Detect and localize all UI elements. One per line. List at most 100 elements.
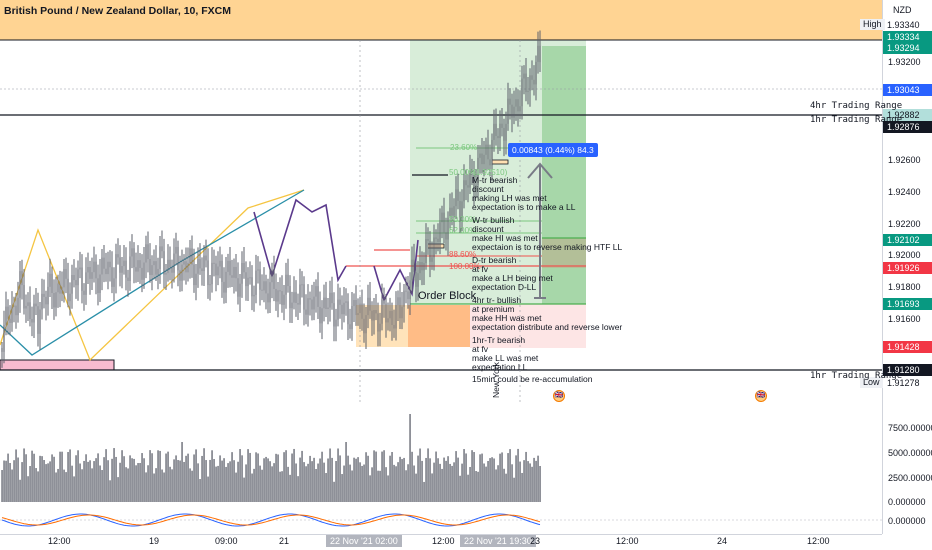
fib-label-100[interactable]: 100.00% xyxy=(449,262,481,271)
annotation-15min[interactable]: 15min could be re-accumulation xyxy=(472,374,593,384)
measure-badge[interactable]: 0.00843 (0.44%) 84.3 xyxy=(508,143,598,157)
volume-bar xyxy=(491,457,493,502)
long-position-zone xyxy=(410,40,586,304)
volume-bar xyxy=(117,477,119,502)
volume-bar xyxy=(177,460,179,502)
candle-body xyxy=(463,180,465,202)
volume-bar xyxy=(211,450,213,502)
volume-bar xyxy=(437,458,439,502)
candle-body xyxy=(143,262,145,280)
candle-body xyxy=(169,259,171,268)
volume-bar xyxy=(161,469,163,502)
candle-body xyxy=(177,246,179,271)
economic-event-flag-icon[interactable]: 🇬🇧 xyxy=(553,390,565,402)
candle-body xyxy=(191,248,193,265)
candle-body xyxy=(59,283,61,294)
candle-body xyxy=(385,303,387,323)
price-pane[interactable] xyxy=(0,0,882,403)
volume-bar xyxy=(451,465,453,502)
candle-body xyxy=(9,318,11,323)
volume-bar xyxy=(497,465,499,502)
candle-body xyxy=(267,293,269,303)
range-label-1hr-bottom[interactable]: 1hr Trading Range xyxy=(810,371,903,381)
candle-body xyxy=(359,303,361,314)
fib-label-23[interactable]: 23.60% xyxy=(450,143,478,152)
oscillator-pane[interactable] xyxy=(0,506,882,534)
candle-body xyxy=(121,266,123,273)
time-axis[interactable] xyxy=(0,534,882,550)
volume-bar xyxy=(145,472,147,502)
range-label-4hr[interactable]: 4hr Trading Range xyxy=(810,101,903,111)
candle-body xyxy=(245,272,247,287)
volume-bar xyxy=(495,469,497,502)
candle-body xyxy=(515,99,517,107)
volume-bar xyxy=(393,464,395,502)
candle-body xyxy=(189,248,191,263)
fib-label-88[interactable]: 88.60% xyxy=(449,250,477,259)
order-block-label[interactable]: Order Block xyxy=(418,290,477,302)
annotation-1hr[interactable]: 1hr-Tr bearish at fv make LL was met exp… xyxy=(472,335,539,372)
candle-body xyxy=(471,170,473,172)
candle-body xyxy=(353,300,355,307)
candle-body xyxy=(447,217,449,240)
candle-body xyxy=(349,324,351,329)
price-label-1hr-top: 1.92876 xyxy=(883,121,932,133)
candle-body xyxy=(323,297,325,309)
volume-bar xyxy=(229,461,231,502)
annotation-daily[interactable]: D-tr bearish at fv make a LH being met e… xyxy=(472,255,553,292)
fib-label-62[interactable]: 62.00% xyxy=(449,226,477,235)
time-label-1: 12:00 xyxy=(48,536,71,546)
candle-body xyxy=(43,293,45,297)
volume-bar xyxy=(375,451,377,502)
price-label-red-low: 1.91428 xyxy=(883,341,932,353)
range-label-1hr-top[interactable]: 1hr Trading Range xyxy=(810,115,903,125)
economic-event-flag-icon[interactable]: 🇬🇧 xyxy=(755,390,767,402)
annotation-monthly[interactable]: M-tr bearish discount making LH was met … xyxy=(472,175,576,212)
volume-bar xyxy=(135,465,137,502)
candle-body xyxy=(85,272,87,295)
volume-bar xyxy=(421,460,423,502)
volume-bar xyxy=(379,470,381,502)
candle-body xyxy=(127,277,129,281)
candle-body xyxy=(103,257,105,269)
candle-body xyxy=(31,319,33,323)
volume-bar xyxy=(369,475,371,502)
volume-bar xyxy=(223,458,225,502)
volume-pane[interactable] xyxy=(0,404,882,504)
volume-bar xyxy=(427,448,429,502)
volume-bar xyxy=(149,450,151,502)
volume-bar xyxy=(209,459,211,502)
candle-body xyxy=(139,260,141,268)
candle-body xyxy=(215,263,217,276)
volume-bar xyxy=(273,463,275,502)
volume-bar xyxy=(87,461,89,502)
price-tick-3: 1.92400 xyxy=(888,187,921,197)
volume-bar xyxy=(21,462,23,502)
volume-bar xyxy=(141,453,143,502)
volume-bar xyxy=(537,455,539,502)
volume-bar xyxy=(315,469,317,502)
currency-badge[interactable]: NZD xyxy=(893,5,912,15)
volume-bar xyxy=(261,469,263,502)
volume-bar xyxy=(329,448,331,502)
candle-body xyxy=(529,75,531,91)
candle-body xyxy=(123,260,125,267)
fib-label-50[interactable]: 50.00% xyxy=(449,215,477,224)
volume-bar xyxy=(65,472,67,502)
candle-body xyxy=(441,212,443,223)
candle-body xyxy=(465,180,467,186)
volume-bar xyxy=(481,453,483,502)
annotation-4hr[interactable]: 4hr tr- bullish at premium make HH was m… xyxy=(472,295,623,332)
volume-bar xyxy=(143,458,145,502)
fib-label-50-top[interactable]: 50.00% xyxy=(449,168,477,177)
fib-value[interactable]: (1.92510) xyxy=(473,168,508,177)
volume-bar xyxy=(47,463,49,502)
volume-bar xyxy=(389,455,391,502)
volume-bar xyxy=(325,473,327,502)
annotation-weekly[interactable]: W-tr bullish discount make HI was met ex… xyxy=(472,215,623,252)
volume-bar xyxy=(341,474,343,502)
candle-body xyxy=(149,259,151,276)
volume-bar xyxy=(367,455,369,502)
candle-body xyxy=(477,157,479,185)
